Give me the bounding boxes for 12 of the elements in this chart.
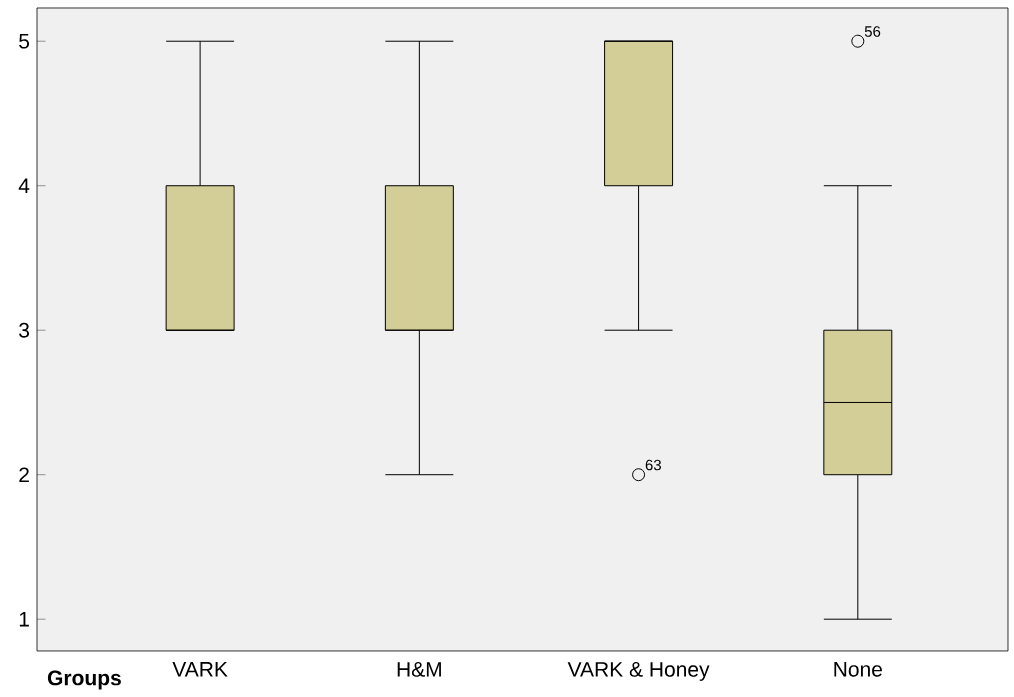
y-tick-label: 4 [18,178,30,193]
y-tick-label: 3 [19,322,30,338]
x-tick-label: H&M [397,662,441,677]
x-axis-title: Groups [47,670,121,690]
annotation: 63 [645,459,662,471]
x-tick-label: VARK [172,662,228,677]
x-tick-label: VARK & Honey [567,662,710,681]
y-tick-label: 2 [19,467,29,483]
y-tick-label: 1 [19,611,29,627]
y-tick-label: 5 [19,33,30,49]
annotation: 56 [864,26,881,37]
x-tick-label: None [834,662,882,677]
